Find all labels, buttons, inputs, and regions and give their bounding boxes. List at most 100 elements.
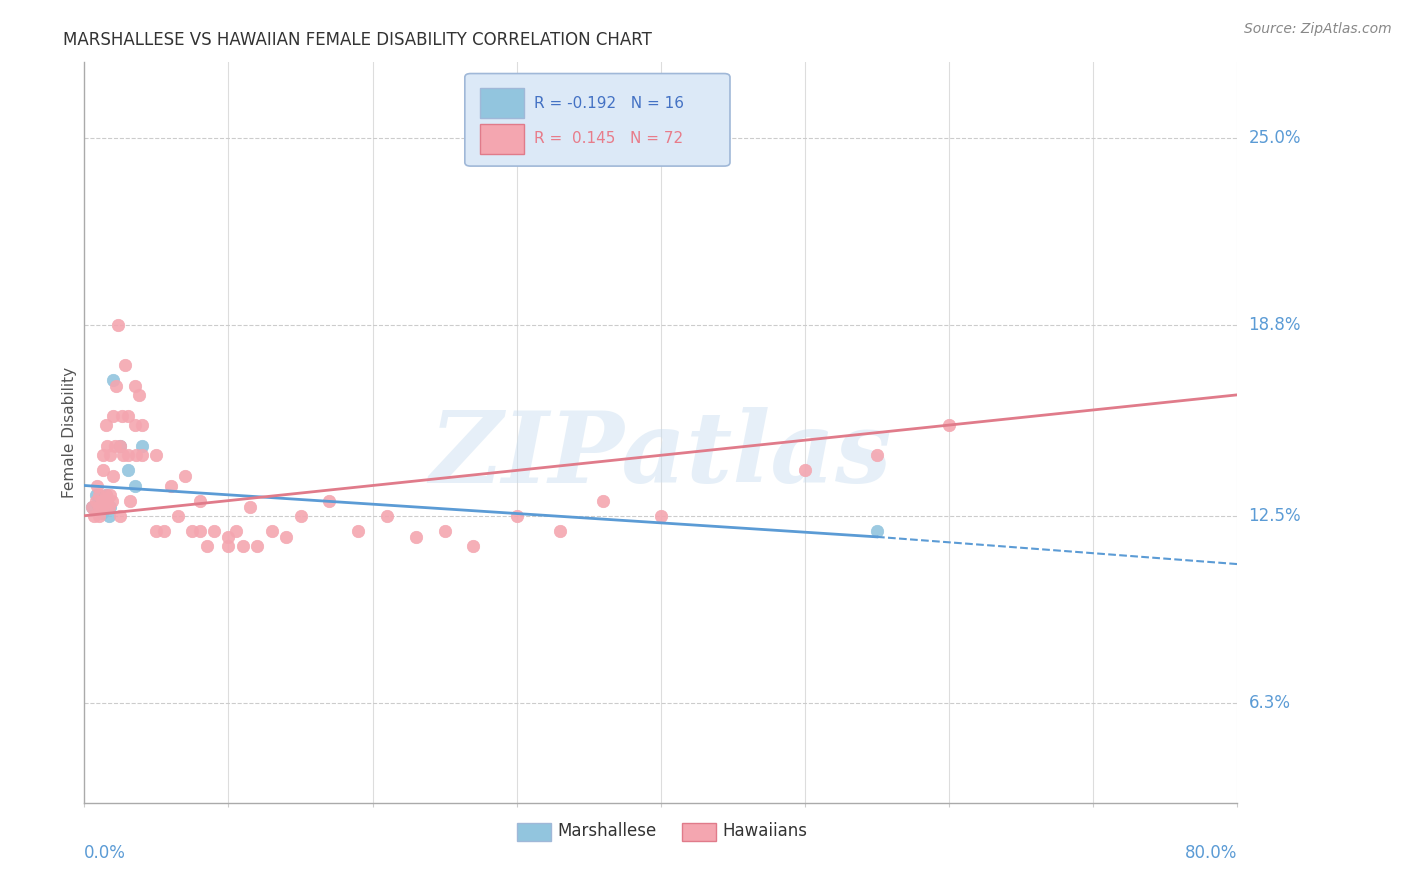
Point [128,388,150,402]
Point [110,439,132,453]
Point [87,493,110,508]
Text: R = -0.192   N = 16: R = -0.192 N = 16 [534,95,683,111]
Point [181,524,204,538]
Point [117,448,139,462]
Point [105,378,128,392]
Point [103,373,124,387]
Bar [682,822,716,841]
Point [125,448,148,462]
Point [246,539,269,553]
Point [131,418,153,433]
Point [90,500,112,514]
Point [347,524,370,538]
Point [463,539,485,553]
Point [112,448,135,462]
Point [152,524,174,538]
Text: Source: ZipAtlas.com: Source: ZipAtlas.com [1244,22,1392,37]
Point [98,448,121,462]
Point [794,463,817,477]
Point [124,478,146,492]
Point [195,539,218,553]
Point [97,500,120,514]
Point [110,508,132,523]
Point [160,478,183,492]
Point [83,508,105,523]
Point [131,448,153,462]
Bar [479,88,523,118]
Text: Hawaiians: Hawaiians [721,822,807,840]
Point [290,508,312,523]
Point [87,487,110,501]
Point [276,530,298,544]
Point [938,418,960,433]
Point [96,439,118,453]
Point [94,418,117,433]
Point [103,409,124,423]
Point [111,409,134,423]
FancyBboxPatch shape [465,73,730,166]
Point [117,409,139,423]
Point [94,487,117,501]
Point [592,493,614,508]
Point [114,358,136,372]
Point [84,487,107,501]
Point [218,530,240,544]
Text: MARSHALLESE VS HAWAIIAN FEMALE DISABILITY CORRELATION CHART: MARSHALLESE VS HAWAIIAN FEMALE DISABILIT… [63,31,652,49]
Text: 12.5%: 12.5% [1249,507,1301,524]
Point [167,508,190,523]
Point [94,487,117,501]
Point [120,493,142,508]
Point [107,318,129,333]
Point [100,493,122,508]
Point [866,524,889,538]
Bar [517,822,551,841]
Point [239,500,262,514]
Point [87,500,110,514]
Point [405,530,427,544]
Text: 0.0%: 0.0% [84,845,127,863]
Point [80,500,103,514]
Point [84,493,107,508]
Point [91,463,114,477]
Bar [479,124,523,153]
Y-axis label: Female Disability: Female Disability [62,367,77,499]
Point [90,506,112,520]
Point [110,439,132,453]
Point [188,493,211,508]
Point [866,448,889,462]
Point [650,508,672,523]
Text: Marshallese: Marshallese [557,822,657,840]
Point [91,500,114,514]
Point [145,524,167,538]
Point [98,500,121,514]
Point [202,524,225,538]
Text: 18.8%: 18.8% [1249,317,1301,334]
Point [124,418,146,433]
Point [96,493,118,508]
Point [91,448,114,462]
Point [548,524,571,538]
Point [87,508,110,523]
Point [124,378,146,392]
Point [188,524,211,538]
Point [94,500,117,514]
Point [225,524,247,538]
Point [318,493,340,508]
Point [131,439,153,453]
Point [145,448,167,462]
Point [218,539,240,553]
Point [86,478,108,492]
Text: 6.3%: 6.3% [1249,694,1291,712]
Point [97,508,120,523]
Text: 25.0%: 25.0% [1249,129,1301,147]
Point [117,463,139,477]
Text: ZIPatlas: ZIPatlas [430,407,891,503]
Point [104,439,127,453]
Point [260,524,283,538]
Point [87,500,110,514]
Point [433,524,456,538]
Point [90,493,112,508]
Point [174,469,197,483]
Text: 80.0%: 80.0% [1185,845,1237,863]
Point [232,539,254,553]
